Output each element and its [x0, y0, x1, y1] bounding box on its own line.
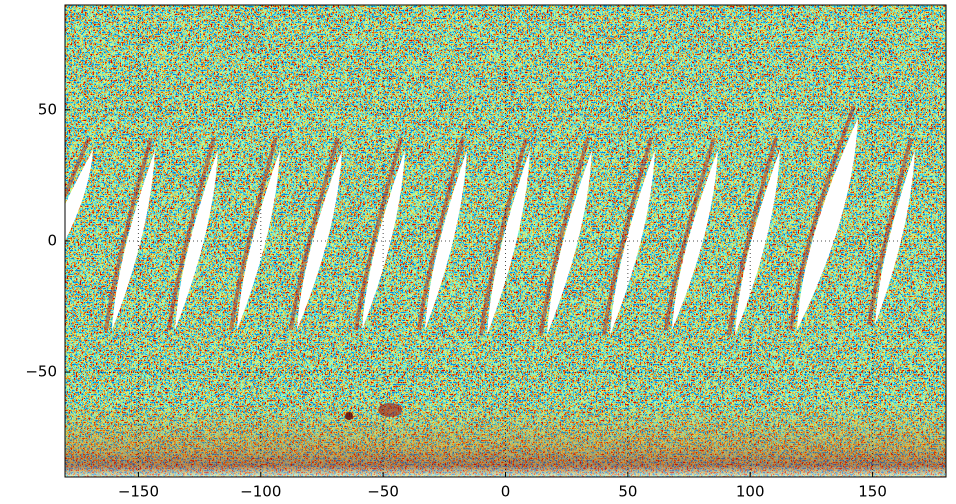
gap — [610, 150, 655, 335]
streak — [867, 137, 913, 326]
streak — [602, 137, 653, 336]
x-tick-label: 100 — [736, 483, 765, 501]
x-tick-label: 50 — [618, 483, 637, 501]
x-tick-label: 150 — [858, 483, 887, 501]
streak — [65, 137, 91, 201]
streak — [727, 137, 778, 336]
gap — [237, 150, 280, 330]
hotspot — [345, 412, 353, 420]
streak — [664, 137, 716, 331]
gap — [175, 150, 218, 330]
gap — [297, 150, 342, 330]
streak — [289, 137, 340, 331]
x-tick-label: −150 — [118, 483, 159, 501]
gap — [735, 150, 780, 335]
x-tick-label: −50 — [367, 483, 399, 501]
coverage-gaps — [65, 105, 915, 336]
streak — [167, 137, 216, 331]
streak — [479, 137, 528, 336]
streak — [229, 137, 278, 331]
gap — [65, 150, 93, 241]
x-tick-label: −100 — [240, 483, 281, 501]
gap — [672, 150, 718, 330]
gap — [362, 150, 405, 330]
axes: −150 −100 −50 0 50 100 150 −50 0 50 — [25, 5, 946, 501]
gap — [875, 150, 915, 325]
x-tick-label: 0 — [501, 483, 511, 501]
streak — [104, 137, 153, 331]
gap — [547, 150, 592, 335]
gap — [112, 150, 155, 330]
plot-frame — [64, 4, 947, 478]
streak — [539, 137, 590, 336]
streak — [789, 105, 856, 331]
streak — [354, 137, 403, 331]
gap — [797, 118, 858, 330]
bottom-band — [65, 400, 946, 477]
gap — [487, 150, 530, 335]
gap — [425, 150, 467, 330]
streak — [417, 137, 465, 331]
y-tick-label: 50 — [38, 100, 57, 118]
plot-area — [65, 5, 946, 477]
y-tick-label: −50 — [25, 363, 57, 381]
hotspot — [378, 403, 402, 417]
y-tick-label: 0 — [47, 232, 57, 250]
